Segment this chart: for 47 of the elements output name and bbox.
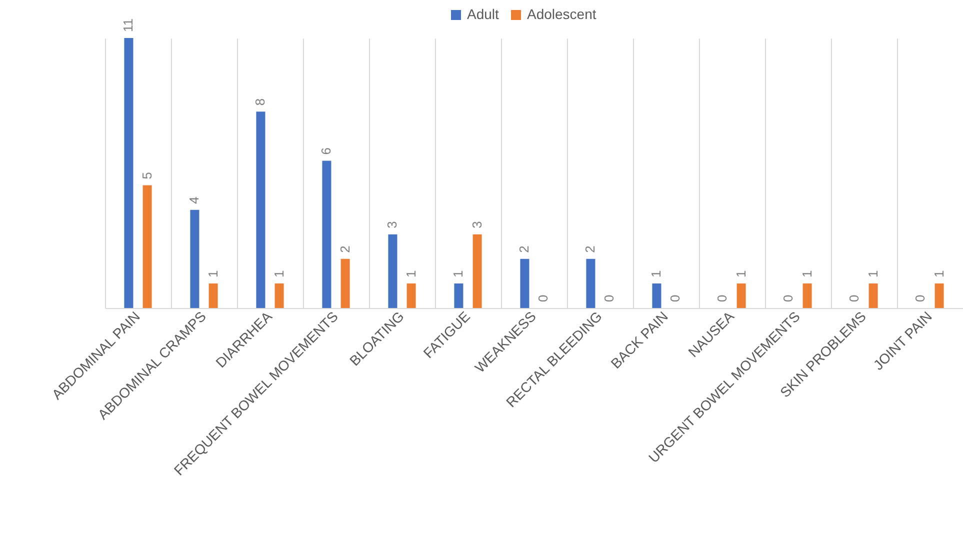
data-label: 1 [403, 270, 418, 278]
bar [124, 38, 134, 308]
data-label: 1 [648, 270, 664, 278]
bar [736, 283, 746, 308]
bar [652, 283, 662, 308]
data-label: 11 [120, 18, 136, 32]
data-label: 0 [714, 294, 730, 302]
bar [802, 283, 812, 308]
data-label: 0 [667, 294, 682, 302]
bar [868, 283, 878, 308]
data-label: 1 [865, 270, 880, 278]
legend-label: Adult [467, 6, 500, 22]
data-label: 1 [205, 270, 220, 278]
bar [208, 283, 218, 308]
data-label: 0 [601, 294, 616, 302]
data-label: 0 [535, 294, 550, 302]
data-label: 0 [912, 294, 928, 302]
data-label: 0 [846, 294, 862, 302]
data-label: 1 [271, 270, 286, 278]
bar [190, 210, 200, 308]
data-label: 2 [582, 246, 598, 253]
bar [586, 258, 596, 308]
bar [322, 160, 332, 308]
bar [454, 283, 464, 308]
data-label: 6 [318, 147, 334, 155]
data-label: 1 [450, 270, 466, 278]
bar [142, 185, 152, 308]
data-label: 5 [139, 172, 154, 180]
data-label: 1 [799, 270, 814, 278]
bar [520, 258, 530, 308]
bar [934, 283, 944, 308]
legend-label: Adolescent [527, 6, 596, 22]
bar [406, 283, 416, 308]
data-label: 1 [931, 270, 946, 278]
data-label: 8 [252, 98, 268, 106]
bar [340, 258, 350, 308]
bar [256, 112, 266, 308]
data-label: 1 [733, 270, 748, 278]
data-label: 2 [337, 246, 352, 253]
bar [388, 234, 398, 308]
data-label: 0 [780, 294, 796, 302]
bar [274, 283, 284, 308]
bar [472, 234, 482, 308]
data-label: 2 [516, 246, 532, 253]
data-label: 3 [469, 221, 484, 228]
data-label: 3 [384, 221, 400, 228]
data-label: 4 [186, 196, 202, 204]
